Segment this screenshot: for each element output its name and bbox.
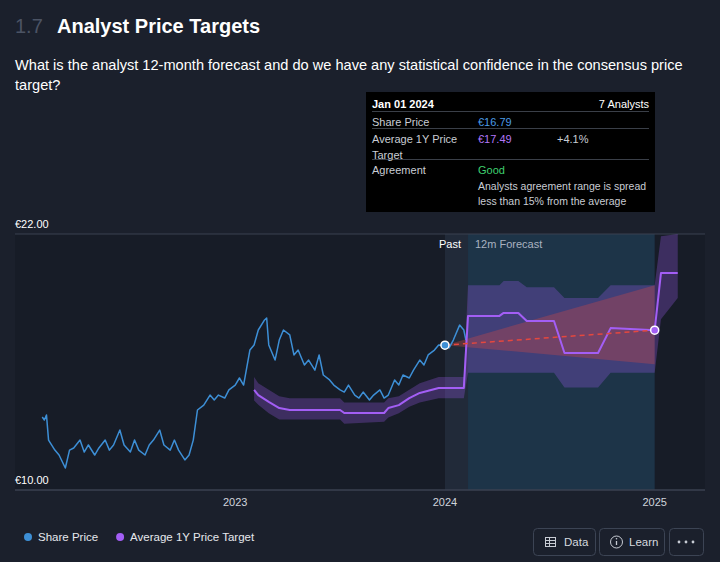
info-icon: [611, 536, 623, 548]
button-label: Data: [564, 536, 589, 548]
tooltip-separator: [372, 128, 649, 129]
legend-marker: [116, 533, 124, 541]
tooltip-value: €17.49: [478, 132, 512, 146]
tooltip-date: Jan 01 2024: [372, 97, 434, 111]
tooltip-value: €16.79: [478, 115, 512, 129]
share-price-point: [441, 341, 449, 349]
grid-line: [15, 234, 705, 235]
more-icon: [678, 541, 681, 544]
y-tick-label: €22.00: [15, 218, 49, 230]
region-label: 12m Forecast: [475, 238, 542, 250]
price-target-line: [254, 273, 678, 413]
plot-data: [42, 234, 677, 468]
button[interactable]: [600, 529, 665, 556]
subtitle: What is the analyst 12-month forecast an…: [15, 55, 715, 95]
info-icon: [616, 541, 617, 545]
region-label: Past: [439, 238, 461, 250]
button[interactable]: [670, 529, 704, 556]
info-icon: [616, 538, 618, 540]
x-tick-label: 2024: [433, 496, 457, 508]
x-axis-line: [15, 490, 705, 491]
plot-background: [15, 234, 705, 490]
table-icon: [549, 538, 550, 547]
button-label: Learn: [629, 536, 658, 548]
table-icon: [546, 538, 556, 547]
tooltip-separator: [372, 159, 649, 160]
tooltip-label: Agreement: [372, 162, 472, 178]
target-range-band: [254, 234, 678, 424]
table-icon: [546, 540, 556, 541]
more-icon: [692, 541, 695, 544]
legend-label: Share Price: [38, 531, 98, 543]
tooltip-count: 7 Analysts: [599, 97, 649, 111]
share-price-line: [42, 318, 466, 468]
chart: Past 12m Forecast €10.00 €22.00 2023 2024 2025…: [0, 0, 720, 562]
grid-line: [15, 490, 705, 491]
tooltip-separator: [372, 111, 649, 112]
tooltip-label: Share Price: [372, 114, 472, 130]
x-tick-label: 2023: [223, 496, 247, 508]
tooltip-note: Analysts agreement range is spread less …: [478, 179, 654, 209]
tooltip-label: Average 1Y Price Target: [372, 131, 472, 163]
forecast-cone: [445, 285, 655, 364]
tooltip: Jan 01 2024 7 Analysts Share Price €16.79 Av…: [366, 92, 655, 212]
button[interactable]: [534, 529, 596, 556]
tooltip-change: +4.1%: [557, 132, 589, 146]
more-icon: [685, 541, 688, 544]
title: Analyst Price Targets: [57, 15, 260, 38]
forecast-line: [445, 330, 655, 345]
tooltip-value: Good: [478, 163, 505, 177]
section-number: 1.7: [15, 15, 43, 38]
y-tick-label: €10.00: [15, 474, 49, 486]
target-point: [651, 326, 659, 334]
x-tick-label: 2025: [642, 496, 666, 508]
table-icon: [546, 543, 556, 544]
legend-marker: [24, 533, 32, 541]
legend-label: Average 1Y Price Target: [130, 531, 255, 543]
